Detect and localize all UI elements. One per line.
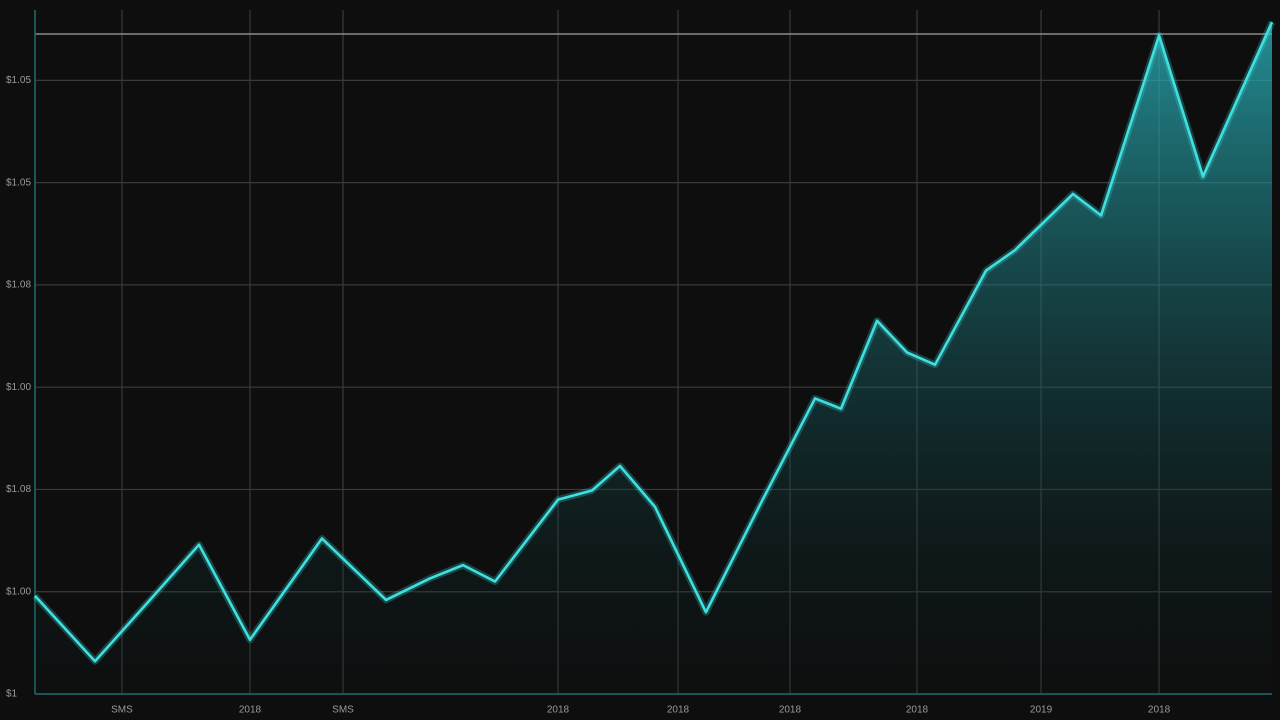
x-tick-label: 2018 — [779, 705, 802, 716]
y-tick-label: $1.08 — [6, 280, 31, 291]
x-tick-label: 2018 — [906, 705, 929, 716]
x-tick-label: 2018 — [1148, 705, 1171, 716]
y-tick-label: $1.00 — [6, 382, 31, 393]
y-tick-label: $1.08 — [6, 484, 31, 495]
x-tick-label: 2018 — [239, 705, 262, 716]
x-tick-label: 2019 — [1030, 705, 1053, 716]
x-tick-label: 2018 — [667, 705, 690, 716]
x-tick-label: 2018 — [547, 705, 570, 716]
y-tick-label: $1.05 — [6, 177, 31, 188]
line — [34, 21, 1274, 663]
y-tick-label: $1 — [6, 689, 18, 700]
area-fill — [35, 22, 1272, 695]
y-tick-label: $1.00 — [6, 586, 31, 597]
x-tick-label: SMS — [111, 705, 133, 716]
y-tick-label: $1.05 — [6, 75, 31, 86]
x-tick-label: SMS — [332, 705, 354, 716]
